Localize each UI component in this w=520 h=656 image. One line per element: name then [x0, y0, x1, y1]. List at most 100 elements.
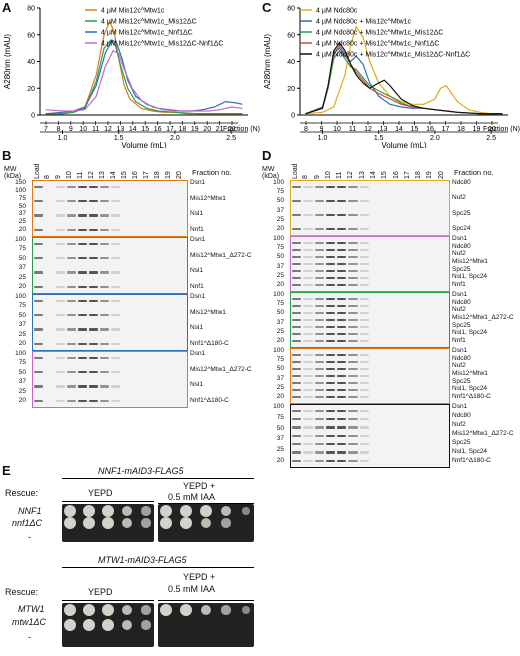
col-line-top-2: [158, 503, 254, 504]
gel-band: [348, 360, 358, 363]
gel-band: [78, 242, 87, 245]
gel-band: [348, 248, 358, 251]
gel-band: [359, 442, 369, 446]
y-tick-label: 40: [287, 59, 295, 66]
x-tick-label: 1.5: [114, 135, 124, 142]
y-tick-label: 0: [31, 113, 35, 120]
gel-band: [314, 262, 324, 265]
gel-band: [337, 325, 347, 328]
yeast-spot: [121, 505, 133, 517]
mw-marker: 25: [276, 327, 284, 335]
mtw1-strain-title: MTW1-mAID3-FLAG5: [98, 555, 187, 565]
gel-band: [325, 395, 336, 398]
protein-label: Spc25: [452, 265, 471, 273]
yeast-spot: [159, 516, 173, 530]
legend-label: 4 µM Mis12c^Mtw1c: [101, 8, 165, 15]
series-line-4: [305, 41, 503, 115]
y-tick-label: 0: [291, 113, 295, 120]
protein-label: Mis12^Mtw1_Δ272-C: [190, 365, 252, 373]
gel-band: [56, 313, 65, 317]
gel-band: [314, 185, 324, 188]
mw-marker: 25: [18, 273, 26, 281]
col-iaa-top-2: 0.5 mM IAA: [168, 492, 216, 502]
gel-band: [89, 299, 98, 302]
lane-label: 16: [392, 171, 400, 179]
gel-band: [359, 459, 369, 462]
yeast-spot: [159, 603, 173, 617]
y-tick-label: 80: [287, 6, 295, 13]
fraction-tick-label: 20: [203, 126, 211, 133]
protein-label: Nuf2: [452, 421, 466, 428]
protein-label: Nnf1: [190, 283, 204, 290]
gel-band: [314, 360, 324, 363]
protein-label: Ndc80: [452, 242, 471, 250]
gel-band: [292, 325, 302, 328]
mw-marker: 100: [15, 236, 26, 243]
yeast-spot: [101, 516, 115, 530]
fraction-tick-label: 12: [104, 126, 112, 133]
protein-label: Nnf1: [452, 281, 466, 288]
mw-marker: 75: [18, 302, 26, 310]
gel-band: [337, 409, 347, 412]
gel-band: [292, 459, 302, 462]
gel-band: [359, 255, 369, 258]
protein-label: Spc24: [452, 225, 471, 232]
gel-band: [303, 325, 313, 328]
col-iaa-bottom-2: 0.5 mM IAA: [168, 584, 216, 594]
gel-band: [67, 356, 76, 359]
gel-band: [100, 185, 109, 188]
mw-marker: 50: [276, 197, 284, 205]
title-underline-top: [62, 478, 254, 479]
gel-band: [337, 269, 347, 272]
mw-marker: 100: [273, 291, 284, 298]
gel-band: [348, 318, 358, 321]
fraction-tick-label: 9: [69, 126, 73, 133]
gel-band: [292, 241, 302, 244]
gel-band: [325, 213, 336, 216]
gel-band: [325, 442, 336, 446]
y-tick-label: 80: [27, 6, 35, 13]
gel-band: [325, 269, 336, 272]
yeast-spot: [199, 504, 213, 518]
gel-band: [100, 356, 109, 359]
gel-band: [303, 353, 313, 356]
yeast-spot: [221, 605, 231, 615]
protein-label: Spc25: [452, 321, 471, 329]
gel-band: [314, 353, 324, 356]
gel-band: [348, 325, 358, 328]
gel-band: [303, 374, 313, 377]
gel-band: [314, 332, 324, 335]
legend-label: 4 µM Ndc80c: [316, 8, 358, 15]
gel-band: [348, 332, 358, 335]
gel-band: [100, 285, 109, 288]
row-empty-bottom: -: [28, 632, 31, 642]
gel-band: [314, 283, 324, 286]
mw-marker: 25: [276, 383, 284, 391]
gel-band: [337, 311, 347, 314]
fraction-tick-label: 13: [380, 126, 388, 133]
gel-band: [325, 332, 336, 335]
gel-band: [325, 276, 336, 279]
fraction-tick-label: 13: [117, 126, 125, 133]
gel-band: [34, 356, 43, 359]
mw-marker: 50: [276, 309, 284, 317]
mw-marker: 25: [276, 271, 284, 279]
gel-band: [292, 185, 302, 188]
gel-band: [34, 342, 43, 345]
gel-band: [303, 367, 313, 370]
lane-label-load: Load: [292, 163, 299, 179]
gel-band: [325, 283, 336, 286]
gel-band: [78, 285, 87, 288]
col-iaa-top-1: YEPD +: [183, 481, 216, 491]
mw-header: MW (kDa): [4, 166, 22, 180]
gel-band: [303, 185, 313, 188]
gel-band: [89, 228, 98, 231]
gel-band: [89, 214, 98, 217]
protein-label: Nnf1: [452, 337, 466, 344]
protein-label: Nnf1^Δ180-C: [190, 397, 229, 404]
fraction-tick-label: 8: [56, 126, 60, 133]
mw-marker: 50: [276, 253, 284, 261]
gel-band: [303, 248, 313, 251]
gel-band: [67, 199, 76, 203]
